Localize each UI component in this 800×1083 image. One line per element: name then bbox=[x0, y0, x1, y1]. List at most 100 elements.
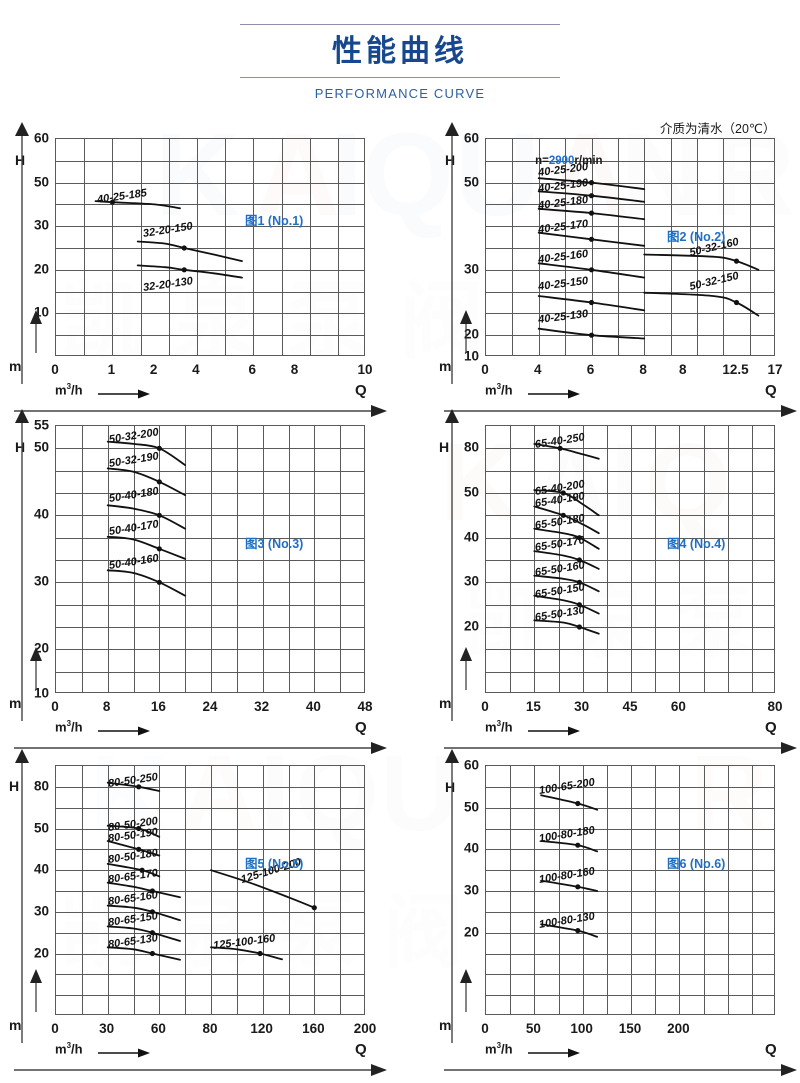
chart-6: 100-65-200 100-80-180 100-80-160 100-80-130… bbox=[433, 741, 800, 1076]
x-tick-label: 15 bbox=[525, 699, 541, 714]
header-rule-bottom bbox=[240, 77, 560, 78]
gridline-horizontal bbox=[56, 560, 364, 561]
curve-65-50-130 bbox=[533, 619, 600, 635]
gridline-vertical bbox=[112, 139, 114, 355]
plot-area-1: 40-25-185 32-20-150 32-20-130 bbox=[55, 138, 365, 356]
y-axis-title: H bbox=[439, 439, 450, 456]
y-axis-small-arrow-icon bbox=[30, 969, 42, 1012]
duty-point-80-65-170 bbox=[149, 888, 155, 894]
curve-group bbox=[106, 781, 317, 961]
y-tick-label: 60 bbox=[463, 757, 479, 773]
x-tick-label: 100 bbox=[570, 1021, 593, 1036]
duty-point-80-50-180 bbox=[139, 867, 145, 873]
curve-group bbox=[537, 177, 760, 340]
gridline-vertical bbox=[510, 766, 512, 1014]
y-tick-label: 60 bbox=[463, 130, 479, 146]
gridline-horizontal bbox=[56, 807, 364, 809]
gridline-horizontal bbox=[56, 828, 364, 830]
gridline-horizontal bbox=[486, 849, 774, 851]
gridline-horizontal bbox=[486, 226, 774, 228]
gridline-horizontal bbox=[56, 160, 364, 162]
duty-point-65-50-180 bbox=[576, 535, 582, 541]
y-axis-arrow-icon bbox=[15, 409, 29, 721]
gridline-vertical bbox=[281, 139, 283, 355]
gridline-vertical bbox=[288, 426, 290, 692]
curve-125-100-160 bbox=[210, 946, 283, 961]
gridline-vertical bbox=[340, 426, 342, 692]
gridline-horizontal bbox=[486, 182, 774, 184]
y-axis-unit: m bbox=[9, 358, 22, 374]
x-tick-label: 50 bbox=[525, 1021, 541, 1036]
y-axis-unit: m bbox=[9, 695, 22, 711]
y-tick-label: 20 bbox=[463, 924, 479, 940]
gridline-horizontal bbox=[486, 974, 774, 976]
curve-group bbox=[94, 199, 243, 279]
x-tick-label: 0 bbox=[51, 1021, 59, 1036]
x-axis-arrow-icon bbox=[444, 1064, 797, 1076]
duty-point-125-100-200 bbox=[311, 905, 317, 911]
x-tick-label: 6 bbox=[248, 362, 257, 377]
gridline-horizontal bbox=[486, 649, 774, 651]
gridline-horizontal bbox=[486, 932, 774, 934]
y-tick-label: 20 bbox=[463, 618, 479, 634]
page-title-en: PERFORMANCE CURVE bbox=[314, 86, 486, 101]
gridline-horizontal bbox=[486, 671, 774, 673]
unit-arrow-icon bbox=[528, 726, 580, 736]
gridline-vertical bbox=[655, 426, 657, 692]
duty-point-40-25-185 bbox=[109, 199, 115, 205]
gridline-horizontal bbox=[486, 627, 774, 628]
x-tick-label: 8 bbox=[290, 362, 299, 377]
curve-group bbox=[106, 440, 187, 597]
x-tick-label: 160 bbox=[302, 1021, 325, 1036]
x-tick-label: 60 bbox=[670, 699, 686, 714]
gridline-vertical bbox=[751, 766, 753, 1014]
gridline-vertical bbox=[703, 766, 705, 1014]
unit-arrow-icon bbox=[528, 1048, 580, 1058]
header-rule-top bbox=[240, 24, 560, 25]
chart-1: 40-25-185 32-20-150 32-20-130 60 50 30 20 10 0 1 2… bbox=[3, 114, 403, 417]
y-tick-label: 80 bbox=[463, 439, 479, 455]
gridline-vertical bbox=[314, 426, 316, 692]
duty-point-65-40-250 bbox=[557, 445, 563, 451]
y-tick-label: 10 bbox=[463, 348, 479, 364]
curve-65-50-160 bbox=[533, 574, 600, 593]
gridline-horizontal bbox=[486, 291, 774, 293]
duty-point-80-65-130 bbox=[149, 950, 155, 957]
x-axis-unit: m3/h bbox=[55, 1041, 83, 1057]
gridline-vertical bbox=[510, 426, 512, 692]
gridline-horizontal bbox=[56, 470, 364, 472]
duty-point-100-80-180 bbox=[575, 842, 581, 848]
gridline-vertical bbox=[565, 139, 567, 355]
curve-65-40-250 bbox=[533, 443, 600, 460]
curve-group bbox=[533, 443, 600, 635]
y-tick-label: 50 bbox=[33, 820, 49, 835]
gridline-horizontal bbox=[486, 493, 774, 494]
curve-50-32-190 bbox=[106, 467, 187, 497]
x-tick-label: 0 bbox=[51, 699, 59, 714]
gridline-horizontal bbox=[56, 870, 364, 872]
chart-tag-3: 图3 (No.3) bbox=[245, 537, 304, 551]
gridline-vertical bbox=[631, 766, 632, 1014]
gridline-vertical bbox=[591, 139, 593, 355]
curve-65-50-150 bbox=[533, 594, 600, 615]
x-axis-unit: m3/h bbox=[485, 719, 513, 735]
duty-point-32-20-150 bbox=[181, 245, 187, 251]
unit-arrow-icon bbox=[528, 389, 580, 399]
curve-32-20-150 bbox=[136, 240, 243, 262]
y-axis-unit: m bbox=[9, 1017, 22, 1033]
y-tick-label: 50 bbox=[33, 174, 49, 190]
curve-80-65-170 bbox=[106, 881, 181, 899]
plot-area-5: 80-50-250 80-50-200 80-50-190 80-50-180 80-6… bbox=[55, 765, 365, 1015]
chart-5: 80-50-250 80-50-200 80-50-190 80-50-180 80-6… bbox=[3, 741, 403, 1076]
curve-50-40-180 bbox=[106, 504, 187, 530]
y-axis-title: H bbox=[445, 152, 456, 168]
gridline-vertical bbox=[727, 766, 729, 1014]
gridline-horizontal bbox=[56, 291, 364, 293]
gridline-vertical bbox=[655, 766, 657, 1014]
plot-area-2: 40-25-200 40-25-190 40-25-180 40-25-170 40-2… bbox=[485, 138, 775, 356]
gridline-vertical bbox=[631, 426, 632, 692]
curve-80-65-160 bbox=[106, 904, 181, 922]
curve-65-40-200 bbox=[533, 489, 600, 517]
x-axis-arrow-icon bbox=[14, 742, 387, 754]
